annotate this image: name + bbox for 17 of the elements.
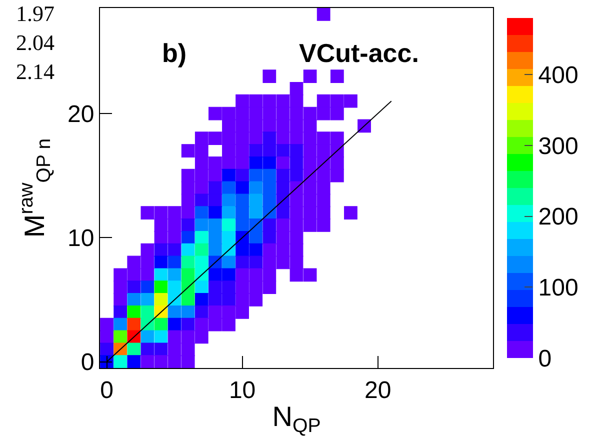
- y-tick-label: 20: [67, 100, 94, 128]
- text: 2.04: [16, 30, 54, 55]
- y-tick-label: 10: [67, 225, 94, 252]
- color-bar-label: 100: [538, 274, 578, 302]
- text: 1.97: [16, 1, 54, 26]
- color-bar-label: 0: [538, 345, 552, 372]
- color-bar-label: 300: [538, 132, 578, 160]
- color-bar-label: 400: [538, 62, 578, 90]
- color-bar-label: 200: [538, 204, 578, 231]
- x-tick-label: 0: [100, 376, 114, 404]
- annotation: VCut-acc.: [299, 38, 419, 68]
- x-axis-title: N$_{QP}$: [272, 401, 321, 437]
- x-tick-label: 10: [228, 376, 256, 404]
- text: 2.14: [16, 59, 54, 84]
- y-tick-label: 0: [80, 349, 94, 376]
- x-tick-label: 20: [364, 376, 392, 404]
- annotation: b): [162, 38, 187, 68]
